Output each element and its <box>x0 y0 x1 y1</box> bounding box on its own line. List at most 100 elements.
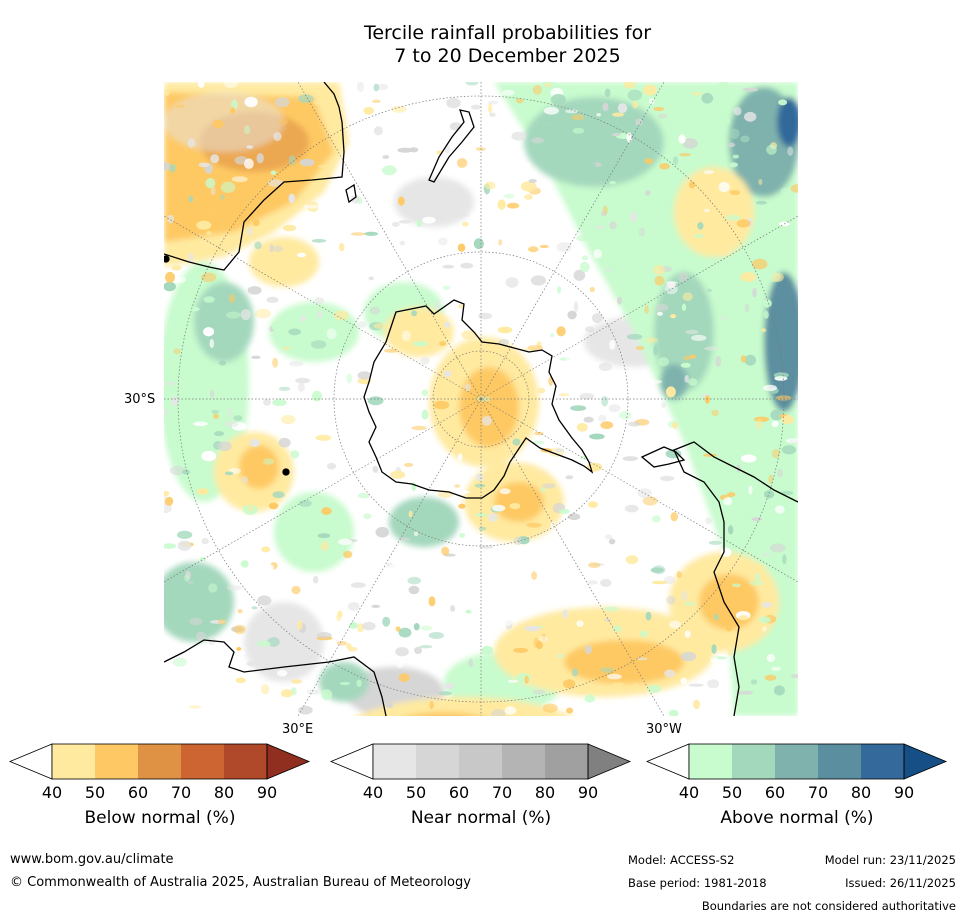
speckle <box>269 243 274 253</box>
new-zealand-coast <box>428 109 475 183</box>
speckle <box>391 105 407 113</box>
speckle <box>774 505 785 514</box>
speckle <box>274 97 290 108</box>
colorbar-tick-label: 50 <box>722 783 742 802</box>
speckle <box>622 456 638 461</box>
speckle <box>718 181 730 193</box>
speckle <box>411 310 417 317</box>
speckle <box>465 82 479 86</box>
speckle <box>497 199 506 210</box>
speckle <box>600 211 607 217</box>
speckle <box>680 188 687 195</box>
speckle <box>543 107 559 115</box>
speckle <box>554 448 565 453</box>
speckle <box>556 242 572 252</box>
speckle <box>738 615 749 621</box>
speckle <box>751 258 768 270</box>
colorbar-tick-label: 80 <box>535 783 555 802</box>
speckle <box>475 512 487 517</box>
speckle <box>372 99 381 103</box>
website-link[interactable]: www.bom.gov.au/climate <box>10 852 174 867</box>
speckle <box>298 499 312 507</box>
speckle <box>740 272 757 282</box>
speckle <box>644 158 654 164</box>
speckle <box>220 674 225 685</box>
speckle <box>684 630 691 638</box>
speckle <box>729 162 738 168</box>
speckle <box>298 94 314 104</box>
speckle <box>566 707 574 714</box>
speckle <box>487 513 498 522</box>
speckle <box>761 602 772 608</box>
speckle <box>444 683 455 689</box>
speckle <box>565 354 577 362</box>
speckle <box>624 382 635 389</box>
speckle <box>572 127 585 134</box>
speckle <box>498 338 510 346</box>
speckle <box>350 135 359 144</box>
speckle <box>295 377 311 384</box>
speckle <box>491 709 506 716</box>
speckle <box>203 327 215 337</box>
speckle <box>751 517 763 521</box>
speckle <box>758 616 771 624</box>
speckle <box>647 684 662 693</box>
colorbar-segment <box>52 744 95 779</box>
speckle <box>567 310 577 320</box>
speckle <box>273 132 282 141</box>
speckle-texture <box>164 82 798 716</box>
longitude-label-30e: 30°E <box>282 722 314 737</box>
speckle <box>627 421 641 427</box>
speckle <box>601 476 613 483</box>
speckle <box>317 164 330 168</box>
speckle <box>310 340 327 349</box>
speckle <box>589 433 605 440</box>
speckle <box>266 564 274 571</box>
speckle <box>428 632 444 639</box>
speckle <box>571 114 585 121</box>
speckle <box>244 158 254 169</box>
colorbar-segment <box>95 744 138 779</box>
speckle <box>278 386 291 391</box>
speckle <box>594 225 606 229</box>
speckle <box>550 521 555 530</box>
speckle <box>209 338 215 349</box>
speckle <box>589 286 595 293</box>
speckle <box>531 571 538 580</box>
colorbar-tick-label: 80 <box>214 783 234 802</box>
speckle <box>445 699 461 705</box>
speckle <box>201 537 209 545</box>
speckle <box>607 673 622 680</box>
speckle <box>682 138 698 149</box>
speckle <box>727 649 733 656</box>
speckle <box>744 303 750 313</box>
speckle <box>679 153 691 157</box>
speckle <box>603 606 620 612</box>
speckle <box>557 286 562 294</box>
speckle <box>781 445 797 455</box>
speckle <box>164 381 178 386</box>
speckle <box>235 677 246 684</box>
speckle <box>366 152 379 162</box>
speckle <box>299 521 309 533</box>
model-name: Model: ACCESS-S2 <box>628 853 735 867</box>
speckle <box>366 165 380 174</box>
speckle <box>396 660 404 669</box>
speckle <box>216 671 222 677</box>
speckle <box>707 679 720 689</box>
speckle <box>661 402 666 408</box>
speckle <box>338 538 352 546</box>
speckle <box>680 362 691 368</box>
speckle <box>639 630 649 638</box>
speckle <box>608 404 621 413</box>
speckle <box>412 341 429 347</box>
speckle <box>187 138 196 148</box>
speckle <box>533 637 540 648</box>
speckle <box>176 530 193 539</box>
speckle <box>336 641 348 646</box>
speckle <box>478 312 493 320</box>
speckle <box>705 517 712 525</box>
speckle <box>398 673 410 682</box>
speckle <box>681 303 687 311</box>
speckle <box>395 647 409 657</box>
